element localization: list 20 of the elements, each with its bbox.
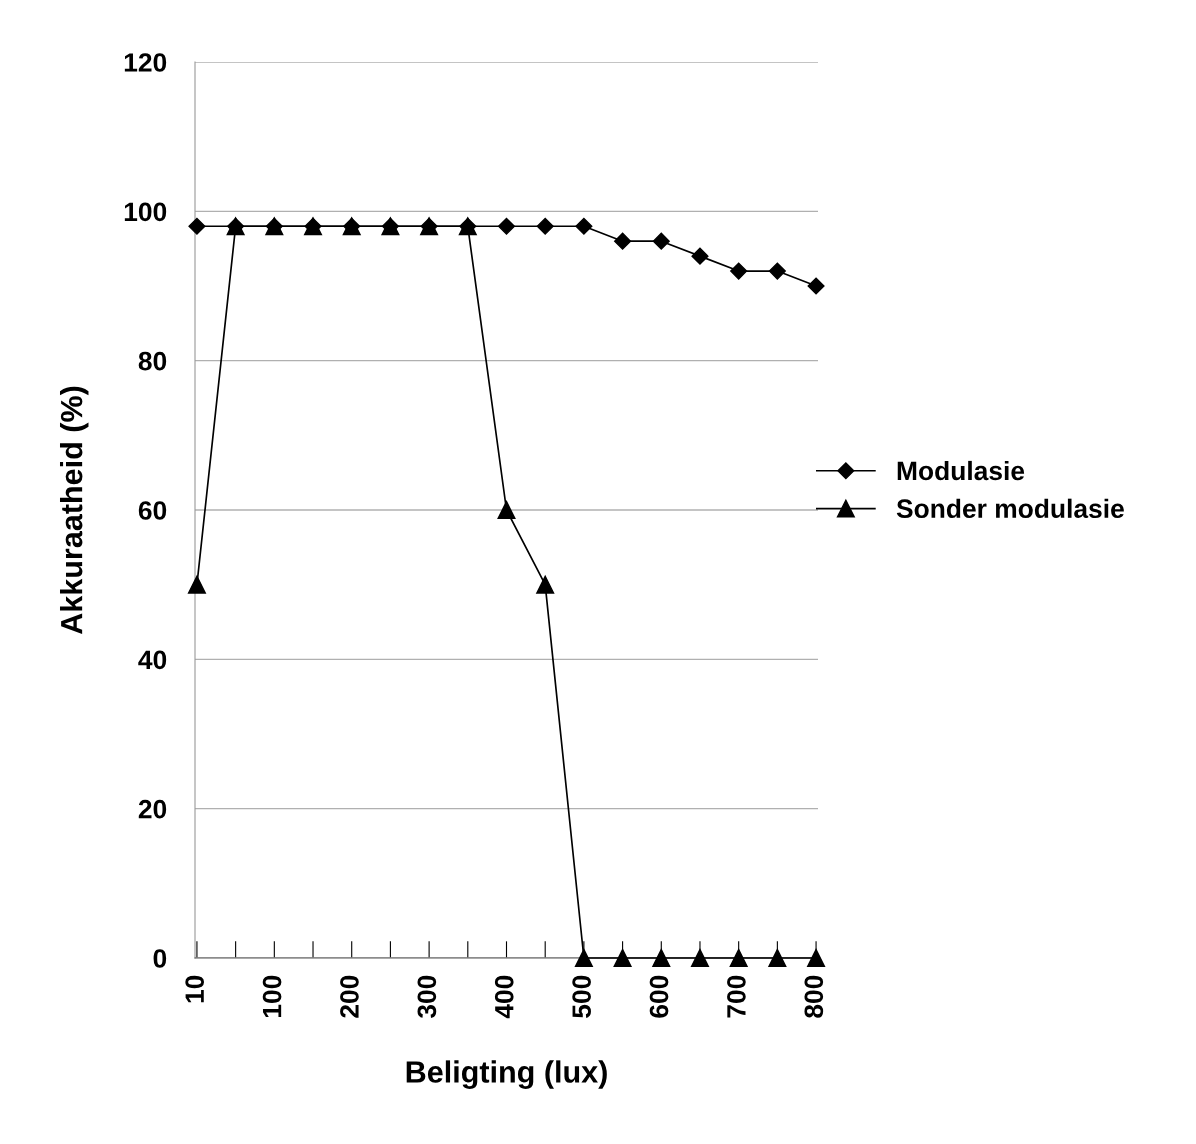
x-tick-label: 400 [494,975,514,1019]
x-tick-label: 300 [417,975,437,1019]
x-tick-label: 500 [572,975,591,1018]
x-tick-label: 700 [727,975,746,1018]
y-tick-label: 0 [153,949,167,968]
x-axis-title: Beligting (lux) [406,1060,607,1089]
y-tick-label: 100 [124,202,167,222]
y-tick-label: 80 [138,351,167,371]
y-tick-label: 120 [124,53,167,72]
y-tick-label: 60 [138,501,167,520]
x-tick-label: 800 [804,975,824,1018]
legend-label: Modulasie [897,460,1025,481]
y-tick-label: 40 [138,650,167,670]
x-tick-label: 10 [185,975,205,1003]
x-tick-label: 100 [262,975,282,1018]
y-tick-label: 20 [138,799,167,819]
x-tick-label: 200 [340,975,359,1018]
x-tick-label: 600 [649,975,669,1018]
y-axis-title: Akkuraatheid (%) [59,386,89,635]
legend-label: Sonder modulasie [896,498,1124,519]
